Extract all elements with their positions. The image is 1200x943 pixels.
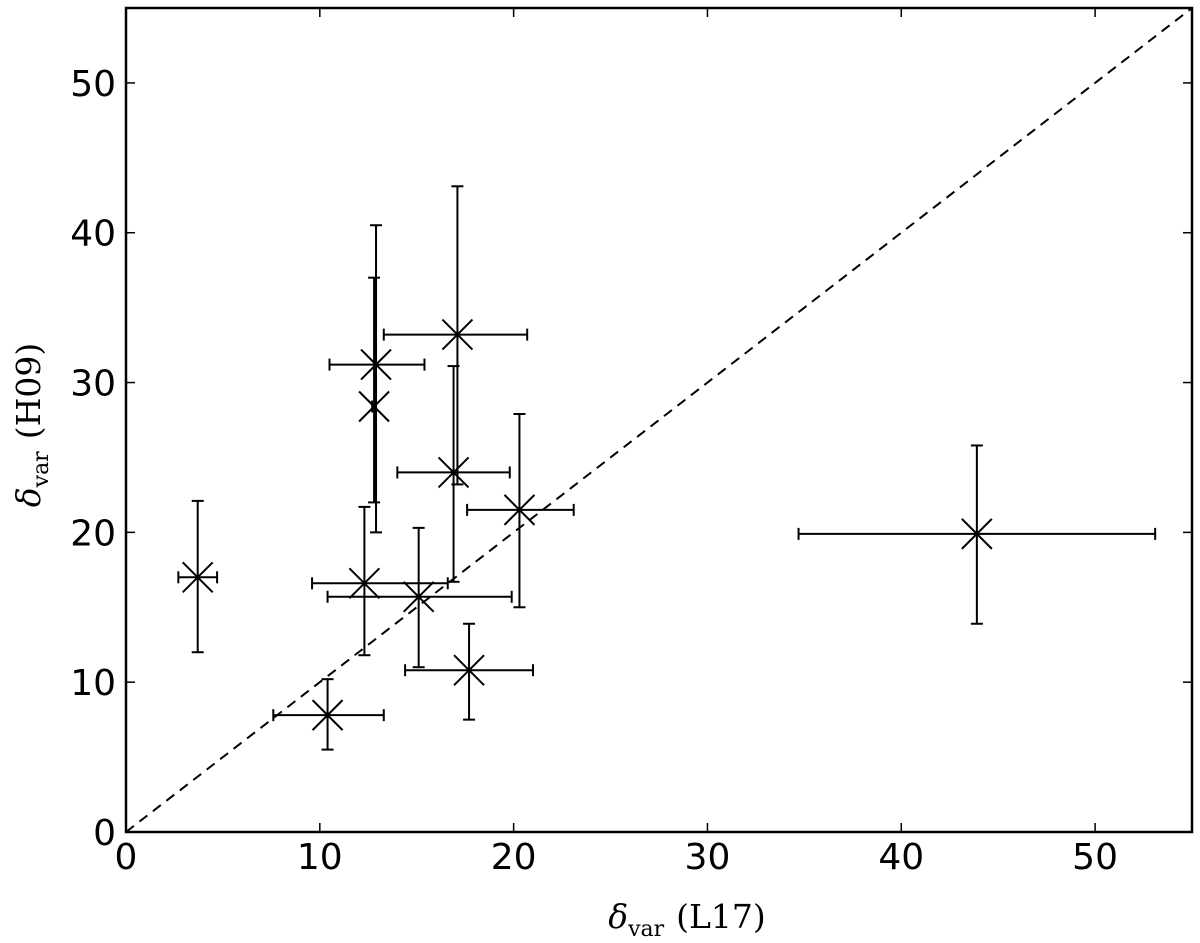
- x-marker-stroke: [961, 518, 993, 550]
- x-marker-stroke: [311, 699, 344, 731]
- x-marker-stroke: [441, 318, 474, 351]
- data-point: [328, 224, 426, 534]
- y-tick-label: 40: [70, 214, 116, 255]
- x-marker-stroke: [402, 581, 435, 613]
- y-axis-label-subscript: var: [29, 451, 54, 489]
- x-marker-stroke: [360, 348, 392, 381]
- x-marker-stroke: [358, 390, 390, 423]
- y-tick-label: 10: [70, 663, 116, 704]
- x-marker-stroke: [348, 567, 381, 600]
- data-point: [311, 505, 449, 657]
- y-axis-label: δvar (H09): [9, 343, 54, 507]
- data-point: [326, 526, 513, 669]
- data-point: [272, 678, 385, 751]
- y-tick-label: 50: [70, 64, 116, 105]
- data-point: [797, 444, 1157, 625]
- x-tick-label: 20: [491, 837, 537, 878]
- y-tick-label: 20: [70, 513, 116, 554]
- x-tick-label: 40: [878, 837, 924, 878]
- y-tick-label: 30: [70, 364, 116, 405]
- x-tick-label: 10: [297, 837, 343, 878]
- x-axis-label-subscript: var: [627, 917, 665, 942]
- reference-dashed-line: [125, 7, 1193, 833]
- x-axis-label: δvar (L17): [608, 897, 766, 942]
- data-point: [358, 276, 390, 504]
- x-tick-label: 30: [685, 837, 731, 878]
- data-point: [404, 622, 535, 721]
- x-marker-stroke: [503, 494, 536, 526]
- x-axis-label-text: (L17): [676, 897, 766, 936]
- x-axis-label-symbol: δ: [608, 897, 628, 936]
- y-tick-label: 0: [93, 813, 116, 854]
- x-tick-label: 0: [115, 837, 138, 878]
- x-marker-stroke: [437, 456, 470, 489]
- y-axis-label-symbol: δ: [9, 487, 48, 507]
- data-point: [466, 413, 575, 609]
- data-point: [177, 499, 219, 654]
- x-marker-stroke: [453, 654, 485, 686]
- data-point: [382, 185, 529, 486]
- chart-marks: [125, 7, 1193, 833]
- data-point: [396, 365, 511, 583]
- x-marker-stroke: [182, 561, 214, 594]
- y-axis-label-text: (H09): [9, 343, 48, 440]
- axis-ticks: 0 10 20 30 40 50 0 10 20 30 40 50: [70, 8, 1192, 878]
- plot-frame: [124, 6, 1194, 834]
- x-tick-label: 50: [1072, 837, 1118, 878]
